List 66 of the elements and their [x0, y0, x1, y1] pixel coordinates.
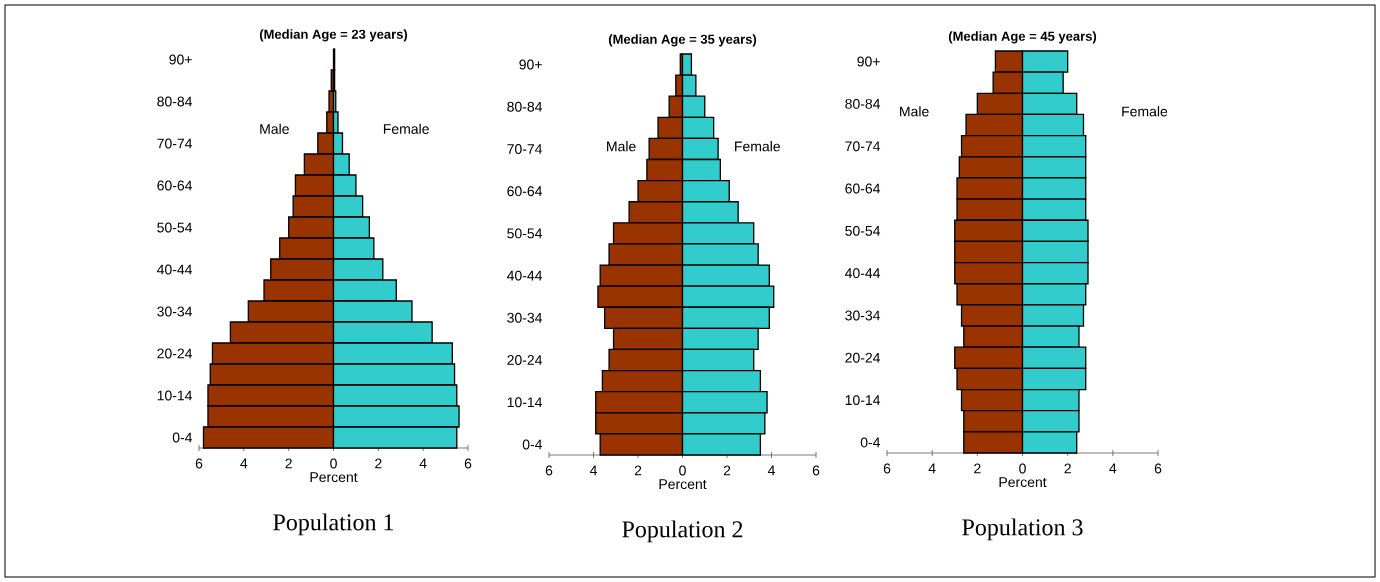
chart-title: (Median Age = 35 years): [608, 34, 757, 47]
y-tick-label: 10-14: [157, 390, 193, 401]
y-tick-label: 0-4: [860, 437, 881, 448]
x-tick-label: 0: [330, 458, 337, 469]
y-tick-label: 70-74: [507, 144, 543, 154]
chart-title: (Median Age = 23 years): [259, 29, 408, 42]
text: Population 3: [962, 518, 1083, 541]
text: Population 2: [622, 520, 743, 543]
y-tick-label: 40-44: [156, 264, 193, 275]
y-tick-label: 30-34: [845, 310, 881, 321]
y-tick-label: 60-64: [157, 180, 193, 191]
y-tick-label: 0-4: [172, 432, 193, 443]
x-tick-label: 4: [240, 458, 248, 469]
x-tick-label: 6: [883, 463, 891, 474]
y-tick-label: 10-14: [845, 395, 881, 406]
y-tick-label: 80-84: [507, 101, 543, 112]
text: Female: [1122, 106, 1168, 117]
y-tick-label: 50-54: [507, 228, 543, 239]
y-tick-label: 50-54: [157, 222, 193, 233]
x-tick-label: 2: [634, 465, 642, 476]
y-tick-label: 20-24: [157, 348, 193, 359]
y-tick-label: 80-84: [845, 98, 881, 109]
y-tick-label: 40-44: [844, 268, 881, 279]
chart-title: (Median Age = 45 years): [948, 31, 1097, 44]
x-axis-title: Percent: [310, 472, 358, 483]
series-label: Female: [735, 141, 780, 152]
x-tick-label: 0: [679, 465, 686, 476]
y-tick-label: 80-84: [157, 96, 193, 107]
y-tick-label: 70-74: [845, 141, 881, 152]
x-tick-label: 6: [195, 458, 203, 469]
y-tick-label: 30-34: [157, 306, 193, 317]
x-tick-label: 6: [464, 458, 472, 469]
x-tick-label: 2: [285, 458, 292, 469]
x-tick-label: 4: [419, 458, 427, 469]
text: Male: [900, 106, 929, 117]
x-tick-label: 6: [812, 465, 820, 476]
x-tick-label: 0: [1019, 463, 1026, 474]
y-tick-label: 20-24: [507, 355, 543, 365]
y-tick-label: 70-74: [157, 138, 193, 149]
x-tick-label: 2: [723, 465, 731, 476]
x-tick-label: 4: [928, 463, 936, 474]
text: Female: [383, 123, 429, 134]
y-tick-label: 10-14: [507, 397, 543, 408]
y-tick-label: 60-64: [845, 183, 881, 194]
x-tick-label: 6: [1154, 463, 1162, 474]
y-tick-label: 90+: [169, 54, 192, 65]
y-tick-label: 60-64: [507, 186, 543, 197]
y-tick-label: 90+: [519, 59, 542, 70]
x-tick-label: 2: [1064, 463, 1071, 474]
y-tick-label: 40-44: [506, 270, 543, 281]
x-tick-label: 4: [1109, 463, 1117, 474]
x-tick-label: 2: [974, 463, 981, 474]
x-tick-label: 4: [767, 465, 775, 476]
text: Population 1: [273, 513, 394, 536]
series-label: Male: [260, 123, 289, 134]
y-tick-label: 50-54: [845, 225, 881, 236]
x-tick-label: 2: [375, 458, 382, 469]
y-tick-label: 30-34: [507, 312, 543, 323]
y-tick-label: 0-4: [522, 439, 543, 450]
x-tick-label: 6: [545, 465, 553, 476]
x-tick-label: 4: [589, 465, 597, 476]
x-axis-title: Percent: [999, 477, 1047, 488]
x-axis-title: Percent: [659, 479, 707, 490]
y-tick-label: 20-24: [845, 352, 881, 363]
series-label: Male: [607, 141, 636, 152]
y-tick-label: 90+: [857, 56, 880, 67]
